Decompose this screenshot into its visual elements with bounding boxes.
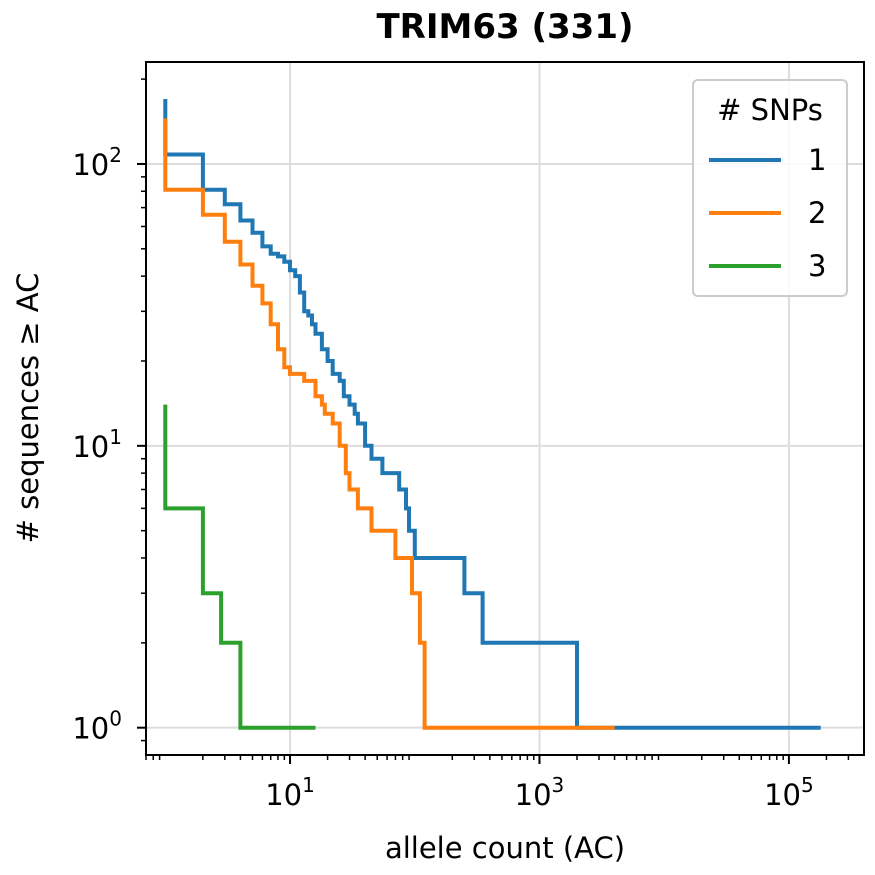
x-tick-label: 101 [265, 773, 315, 812]
x-tick-label: 103 [515, 773, 565, 812]
legend-label-1: 1 [808, 143, 826, 177]
y-tick-label: 100 [72, 707, 122, 746]
y-axis-label: # sequences ≥ AC [11, 273, 45, 544]
legend-label-2: 2 [808, 196, 826, 230]
legend: # SNPs 1 2 3 [692, 79, 848, 297]
series-3-line [163, 404, 316, 730]
series-lines [163, 99, 821, 730]
plot-frame [145, 61, 865, 756]
series-1-line [163, 99, 821, 730]
y-tick-label: 101 [72, 425, 122, 464]
x-tick-label: 105 [764, 773, 814, 812]
legend-title: # SNPs [717, 93, 823, 127]
legend-label-3: 3 [808, 249, 826, 283]
y-tick-label: 102 [72, 143, 122, 182]
chart-title: TRIM63 (331) [376, 7, 633, 47]
axis-ticks: 101 103 105 100 101 102 [72, 78, 850, 812]
x-axis-label: allele count (AC) [385, 831, 625, 865]
series-2-line [163, 118, 615, 730]
legend-box [692, 79, 848, 297]
